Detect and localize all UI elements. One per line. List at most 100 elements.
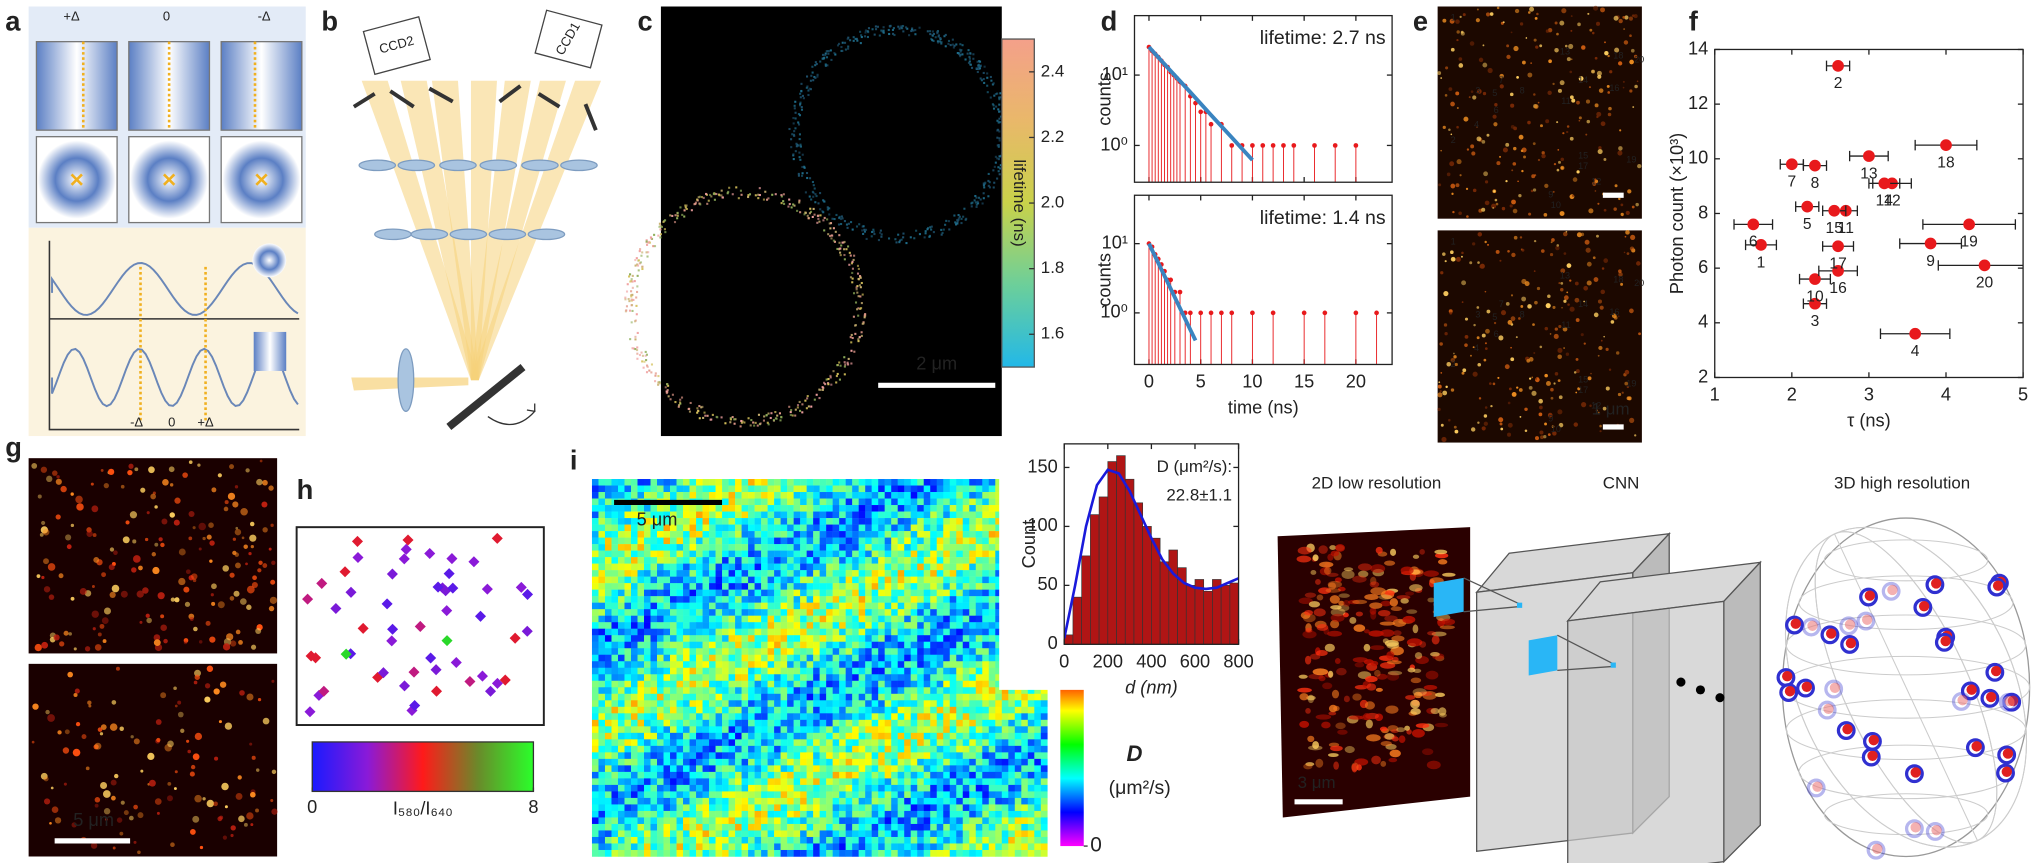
spot [1540,346,1543,349]
pixel [883,30,885,32]
map-pixel [1041,765,1048,772]
map-pixel [826,765,833,772]
spot [1505,143,1509,147]
map-pixel [716,486,723,493]
map-pixel [657,674,664,681]
pixel [847,48,849,50]
spot [111,796,116,801]
map-pixel [794,739,801,746]
spot [1591,70,1595,74]
spot [167,741,174,748]
map-pixel [917,616,924,623]
map-pixel [696,525,703,532]
map-pixel [683,765,690,772]
map-pixel [657,752,664,759]
spot [111,780,117,786]
map-pixel [794,668,801,675]
map-pixel [813,668,820,675]
map-pixel [598,609,605,616]
map-pixel [898,590,905,597]
map-pixel [865,564,872,571]
map-pixel [657,616,664,623]
pixel [670,398,672,400]
pixel [636,257,638,259]
map-pixel [631,583,638,590]
spot [271,561,275,565]
map-pixel [956,720,963,727]
spot-label: 10 [1551,200,1561,210]
map-pixel [930,674,937,681]
map-pixel [963,486,970,493]
icon-ring [252,243,286,277]
map-pixel [904,492,911,499]
map-pixel [800,707,807,714]
pixel [828,50,830,52]
map-pixel [787,681,794,688]
map-pixel [859,642,866,649]
map-pixel [787,512,794,519]
map-pixel [1008,694,1015,701]
map-pixel [1034,694,1041,701]
spot [1587,280,1592,285]
map-pixel [787,648,794,655]
map-pixel [813,629,820,636]
map-pixel [657,531,664,538]
map-pixel [768,661,775,668]
spot [1534,174,1536,176]
spot [1574,371,1577,374]
spot [1443,126,1446,129]
map-pixel [976,713,983,720]
map-pixel [774,596,781,603]
map-pixel [1028,765,1035,772]
map-pixel [956,512,963,519]
map-pixel [611,616,618,623]
map-pixel [969,564,976,571]
map-pixel [872,694,879,701]
colorbar-tick-label: 2.0 [1041,193,1065,212]
spot [1625,236,1627,238]
map-pixel [904,629,911,636]
map-pixel [787,772,794,779]
pixel [685,206,687,208]
map-pixel [598,622,605,629]
spot [87,701,91,705]
map-pixel [716,759,723,766]
map-pixel [859,512,866,519]
pixel [838,361,840,363]
map-pixel [982,492,989,499]
map-pixel [891,525,898,532]
map-pixel [761,499,768,506]
map-pixel [755,655,762,662]
pixel [929,30,931,32]
pixel [878,239,880,241]
map-pixel [898,486,905,493]
map-pixel [664,759,671,766]
spot [188,537,192,541]
map-pixel [651,681,658,688]
map-pixel [781,616,788,623]
pixel [855,301,857,303]
map-pixel [963,557,970,564]
map-pixel [729,635,736,642]
map-pixel [813,648,820,655]
spot [1566,291,1568,293]
map-pixel [644,681,651,688]
map-pixel [1021,733,1028,740]
spot [1566,353,1569,356]
map-pixel [592,596,599,603]
map-pixel [605,622,612,629]
map-pixel [865,746,872,753]
map-pixel [670,700,677,707]
map-pixel [969,486,976,493]
map-pixel [846,635,853,642]
map-pixel [820,707,827,714]
spot [86,531,92,537]
map-pixel [1002,765,1009,772]
lens [440,160,476,170]
map-pixel [969,739,976,746]
spot [206,621,211,626]
map-pixel [891,538,898,545]
map-pixel [859,603,866,610]
map-pixel [709,707,716,714]
pixel [844,241,846,243]
